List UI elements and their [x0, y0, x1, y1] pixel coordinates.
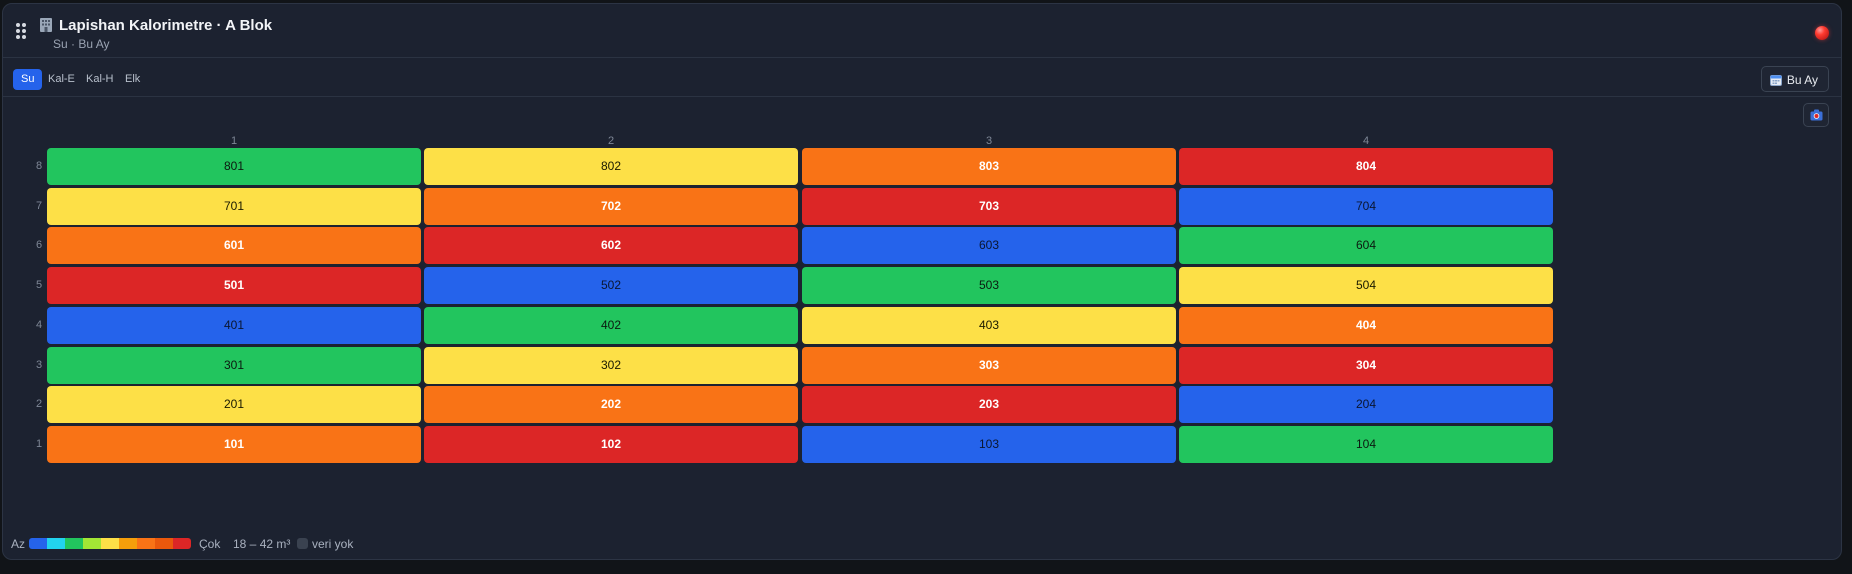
unit-cell-203[interactable]: 203	[802, 386, 1176, 423]
row-label: 8	[35, 160, 43, 172]
panel-header: Lapishan Kalorimetre · A Blok Su · Bu Ay	[3, 4, 1841, 58]
no-data-swatch	[297, 538, 308, 549]
unit-cell-302[interactable]: 302	[424, 347, 798, 384]
column-label: 2	[607, 135, 615, 147]
unit-cell-404[interactable]: 404	[1179, 307, 1553, 344]
heatmap-panel: Lapishan Kalorimetre · A Blok Su · Bu Ay…	[2, 3, 1842, 560]
unit-cell-604[interactable]: 604	[1179, 227, 1553, 264]
column-label: 1	[230, 135, 238, 147]
column-label: 3	[985, 135, 993, 147]
unit-cell-803[interactable]: 803	[802, 148, 1176, 185]
tab-kal-e[interactable]: Kal-E	[48, 73, 75, 85]
camera-icon	[1810, 109, 1823, 121]
scale-step	[173, 538, 191, 549]
row-label: 1	[35, 438, 43, 450]
row-label: 3	[35, 359, 43, 371]
unit-cell-101[interactable]: 101	[47, 426, 421, 463]
unit-cell-104[interactable]: 104	[1179, 426, 1553, 463]
unit-cell-701[interactable]: 701	[47, 188, 421, 225]
row-label: 2	[35, 398, 43, 410]
legend-high-label: Çok	[199, 537, 221, 551]
row-label: 7	[35, 200, 43, 212]
scale-step	[155, 538, 173, 549]
subtitle: Su · Bu Ay	[53, 37, 110, 51]
unit-cell-103[interactable]: 103	[802, 426, 1176, 463]
unit-cell-601[interactable]: 601	[47, 227, 421, 264]
screenshot-button[interactable]	[1803, 103, 1829, 127]
row-label: 6	[35, 239, 43, 251]
unit-cell-702[interactable]: 702	[424, 188, 798, 225]
scale-step	[119, 538, 137, 549]
legend-range: 18 – 42 m³	[233, 537, 291, 551]
unit-cell-301[interactable]: 301	[47, 347, 421, 384]
unit-cell-304[interactable]: 304	[1179, 347, 1553, 384]
toolbar: Su Kal-E Kal-H Elk Bu Ay	[3, 58, 1841, 97]
column-label: 4	[1362, 135, 1370, 147]
building-icon	[40, 18, 52, 32]
color-scale	[29, 538, 191, 549]
scale-step	[101, 538, 119, 549]
unit-cell-303[interactable]: 303	[802, 347, 1176, 384]
period-button[interactable]: Bu Ay	[1760, 66, 1829, 92]
legend-low-label: Az	[11, 537, 26, 551]
unit-cell-403[interactable]: 403	[802, 307, 1176, 344]
unit-cell-703[interactable]: 703	[802, 188, 1176, 225]
legend-no-data-label: veri yok	[312, 537, 354, 551]
unit-cell-804[interactable]: 804	[1179, 148, 1553, 185]
title-text: Lapishan Kalorimetre · A Blok	[59, 17, 273, 34]
unit-cell-102[interactable]: 102	[424, 426, 798, 463]
scale-step	[137, 538, 155, 549]
unit-cell-502[interactable]: 502	[424, 267, 798, 304]
unit-cell-603[interactable]: 603	[802, 227, 1176, 264]
unit-cell-204[interactable]: 204	[1179, 386, 1553, 423]
unit-cell-402[interactable]: 402	[424, 307, 798, 344]
scale-step	[47, 538, 65, 549]
tab-su[interactable]: Su	[13, 69, 43, 90]
drag-handle-icon[interactable]	[16, 23, 26, 39]
tab-elk[interactable]: Elk	[125, 73, 141, 85]
tab-kal-h[interactable]: Kal-H	[86, 73, 114, 85]
status-dot-icon	[1815, 26, 1829, 40]
unit-cell-503[interactable]: 503	[802, 267, 1176, 304]
unit-cell-602[interactable]: 602	[424, 227, 798, 264]
unit-cell-504[interactable]: 504	[1179, 267, 1553, 304]
unit-cell-802[interactable]: 802	[424, 148, 798, 185]
unit-cell-501[interactable]: 501	[47, 267, 421, 304]
scale-step	[83, 538, 101, 549]
calendar-icon	[1769, 75, 1782, 86]
row-label: 5	[35, 279, 43, 291]
unit-cell-201[interactable]: 201	[47, 386, 421, 423]
unit-cell-801[interactable]: 801	[47, 148, 421, 185]
scale-step	[29, 538, 47, 549]
page-title: Lapishan Kalorimetre · A Blok	[39, 17, 272, 34]
scale-step	[65, 538, 83, 549]
legend: Az Çok 18 – 42 m³ veri yok	[3, 534, 1841, 559]
unit-cell-704[interactable]: 704	[1179, 188, 1553, 225]
row-label: 4	[35, 319, 43, 331]
unit-cell-401[interactable]: 401	[47, 307, 421, 344]
unit-cell-202[interactable]: 202	[424, 386, 798, 423]
period-label: Bu Ay	[1786, 73, 1818, 87]
